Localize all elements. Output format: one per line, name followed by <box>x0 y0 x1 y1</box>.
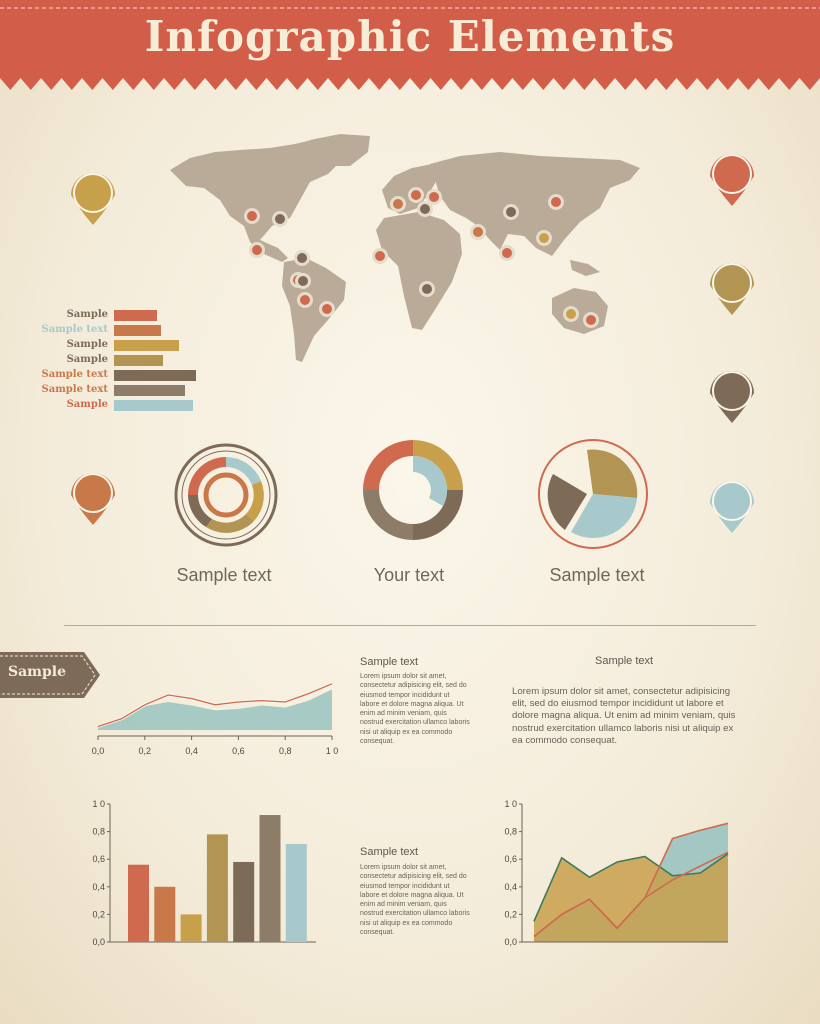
map-marker <box>297 253 307 263</box>
bar <box>285 844 307 942</box>
y-tick-label: 0,8 <box>504 827 517 837</box>
hbar-label: Sample text <box>41 324 108 335</box>
hbar-label: Sample <box>66 339 108 350</box>
tag-label: Sample <box>8 664 67 680</box>
area-chart-2: 0,0 0,2 0,4 0,6 0,8 1 0 <box>504 799 729 947</box>
y-tick-label: 0,4 <box>92 882 105 892</box>
x-tick-label: 0,2 <box>139 746 152 756</box>
islands-shape <box>570 260 600 276</box>
y-tick-label: 0,8 <box>92 827 105 837</box>
pin-right-1 <box>710 154 754 206</box>
map-marker <box>247 211 257 221</box>
bar <box>180 914 202 942</box>
pin-left-1 <box>71 173 115 225</box>
text-block-title-3: Sample text <box>360 846 419 858</box>
map-marker <box>429 192 439 202</box>
hbar-label: Sample <box>66 309 108 320</box>
area-chart-1: 0,0 0,2 0,4 0,6 0,8 1 0 <box>92 682 339 756</box>
pin-right-2 <box>710 263 754 315</box>
page-title: Infographic Elements <box>144 12 676 61</box>
map-marker <box>422 284 432 294</box>
bar <box>233 861 255 942</box>
pin-left-2 <box>71 473 115 525</box>
y-tick-label: 0,0 <box>92 937 105 947</box>
location-pins <box>71 154 754 533</box>
hbar-label: Sample text <box>41 384 108 395</box>
y-tick-label: 0,0 <box>504 937 517 947</box>
text-block-body-1: Lorem ipsum dolor sit amet, consectetur … <box>360 673 470 746</box>
hbar-bar <box>114 310 157 321</box>
bar <box>154 886 176 942</box>
caption-2: Your text <box>373 565 445 585</box>
hbar-bar <box>114 325 161 336</box>
line-red-2 <box>533 822 729 938</box>
ring-chart-1 <box>174 443 278 547</box>
map-marker <box>551 197 561 207</box>
line-green <box>533 853 729 922</box>
bar <box>206 834 228 942</box>
header-banner <box>0 0 820 90</box>
map-marker <box>411 190 421 200</box>
greenland-shape <box>310 134 370 166</box>
y-tick-label: 0,2 <box>504 909 517 919</box>
sample-tag <box>0 652 100 698</box>
hbar-label: Sample text <box>41 369 108 380</box>
caption-1: Sample text <box>176 565 272 585</box>
map-marker <box>393 199 403 209</box>
map-marker <box>420 204 430 214</box>
map-markers <box>244 187 599 328</box>
map-marker <box>300 295 310 305</box>
map-marker <box>586 315 596 325</box>
x-tick-label: 0,4 <box>185 746 198 756</box>
bar <box>128 864 149 942</box>
y-tick-label: 0,2 <box>92 909 105 919</box>
area-fill <box>98 689 332 730</box>
y-tick-label: 0,6 <box>504 854 517 864</box>
map-marker <box>252 245 262 255</box>
y-tick-label: 0,6 <box>92 854 105 864</box>
hbar-label: Sample <box>66 399 108 410</box>
text-block-title-2: Sample text <box>595 655 654 667</box>
map-marker <box>473 227 483 237</box>
map-marker <box>502 248 512 258</box>
map-marker <box>298 276 308 286</box>
map-marker <box>506 207 516 217</box>
hbar-label: Sample <box>66 354 108 365</box>
hbar-bar <box>114 385 185 396</box>
y-tick-label: 1 0 <box>504 799 517 809</box>
x-tick-label: 1 0 <box>326 746 339 756</box>
divider <box>64 625 756 626</box>
text-block-title-1: Sample text <box>360 656 419 668</box>
y-tick-label: 0,4 <box>504 882 517 892</box>
north-america-shape <box>170 138 342 262</box>
bar <box>259 815 281 942</box>
africa-shape <box>376 212 462 330</box>
circle-charts <box>174 439 648 549</box>
map-marker <box>375 251 385 261</box>
text-block-body-2: Lorem ipsum dolor sit amet, consectetur … <box>512 686 736 746</box>
map-marker <box>566 309 576 319</box>
x-tick-label: 0,6 <box>232 746 245 756</box>
pie-chart <box>538 439 648 549</box>
pin-right-4 <box>710 481 754 533</box>
x-tick-label: 0,8 <box>279 746 292 756</box>
area-line <box>97 683 333 728</box>
y-tick-label: 1 0 <box>92 799 105 809</box>
text-block-body-3: Lorem ipsum dolor sit amet, consectetur … <box>360 864 470 937</box>
caption-3: Sample text <box>549 565 645 585</box>
x-tick-label: 0,0 <box>92 746 105 756</box>
ring-chart-2 <box>363 440 463 540</box>
bar-chart: 0,0 0,2 0,4 0,6 0,8 1 0 <box>92 799 316 947</box>
map-marker <box>322 304 332 314</box>
hbar-bar <box>114 355 163 366</box>
hbar-bar <box>114 400 193 411</box>
map-marker <box>539 233 549 243</box>
hbar-bar <box>114 370 196 381</box>
hbar-bar <box>114 340 179 351</box>
pin-right-3 <box>710 371 754 423</box>
map-marker <box>275 214 285 224</box>
